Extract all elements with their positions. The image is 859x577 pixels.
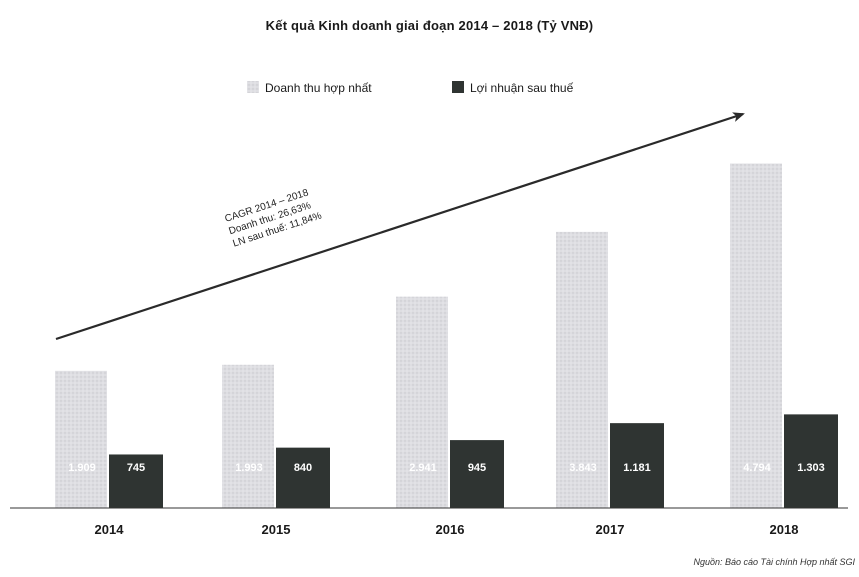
bar-profit-2018: [784, 414, 838, 508]
value-label-profit-2017: 1.181: [623, 462, 651, 474]
bar-revenue-2018: [730, 163, 782, 508]
x-tick-2015: 2015: [262, 522, 291, 537]
legend-label-profit: Lợi nhuận sau thuế: [470, 81, 574, 95]
value-label-profit-2014: 745: [127, 462, 145, 474]
legend: Doanh thu hợp nhất Lợi nhuận sau thuế: [247, 81, 574, 95]
bar-profit-2014: [109, 454, 163, 508]
value-label-revenue-2016: 2.941: [409, 462, 437, 474]
x-tick-labels: 2014 2015 2016 2017 2018: [95, 522, 799, 537]
source-note: Nguồn: Báo cáo Tài chính Hợp nhất SGI: [693, 557, 855, 567]
value-label-profit-2016: 945: [468, 462, 486, 474]
bar-revenue-2017: [556, 231, 608, 508]
bars-group: [55, 163, 838, 508]
chart-title: Kết quả Kinh doanh giai đoạn 2014 – 2018…: [265, 18, 594, 33]
cagr-annotation: CAGR 2014 – 2018 Doanh thu: 26,63% LN sa…: [224, 187, 324, 249]
bar-revenue-2014: [55, 370, 107, 508]
bar-revenue-2016: [396, 296, 448, 508]
value-label-revenue-2014: 1.909: [68, 462, 96, 474]
value-label-revenue-2017: 3.843: [569, 462, 597, 474]
x-tick-2017: 2017: [596, 522, 625, 537]
x-tick-2018: 2018: [770, 522, 799, 537]
legend-label-revenue: Doanh thu hợp nhất: [265, 81, 372, 95]
bar-profit-2015: [276, 447, 330, 508]
value-label-revenue-2015: 1.993: [235, 462, 263, 474]
bar-profit-2017: [610, 423, 664, 508]
value-label-profit-2018: 1.303: [797, 462, 825, 474]
bar-profit-2016: [450, 440, 504, 508]
x-tick-2014: 2014: [95, 522, 125, 537]
legend-swatch-profit: [452, 81, 464, 93]
x-tick-2016: 2016: [436, 522, 465, 537]
value-label-profit-2015: 840: [294, 462, 312, 474]
legend-swatch-revenue: [247, 81, 259, 93]
value-labels-group: 1.909 745 1.993 840 2.941 945 3.843 1.181 4.794 1…: [68, 462, 825, 474]
trend-arrow: [55, 112, 745, 341]
value-label-revenue-2018: 4.794: [743, 462, 771, 474]
bar-revenue-2015: [222, 364, 274, 508]
